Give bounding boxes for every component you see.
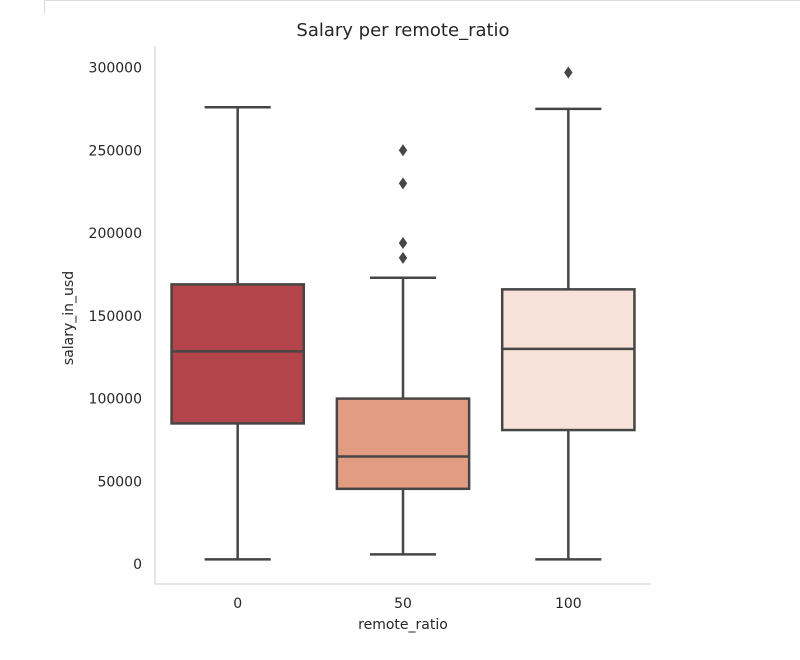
- x-axis-label: remote_ratio: [358, 617, 448, 633]
- y-tick-label: 300000: [89, 61, 142, 77]
- x-tick-label: 50: [394, 596, 412, 612]
- outlier-point: [398, 236, 408, 249]
- outlier-point: [564, 66, 573, 79]
- x-tick-label: 0: [233, 596, 242, 612]
- iqr-box: [500, 288, 636, 432]
- box-0: [170, 105, 306, 561]
- outlier-point: [398, 251, 408, 264]
- iqr-box: [170, 283, 306, 425]
- chart-title: Salary per remote_ratio: [296, 20, 509, 41]
- y-tick-label: 150000: [89, 309, 142, 325]
- outlier-point: [398, 144, 408, 157]
- y-tick-label: 50000: [97, 474, 142, 490]
- y-tick-label: 250000: [89, 143, 142, 159]
- iqr-box: [335, 397, 471, 491]
- y-axis-label: salary_in_usd: [61, 271, 77, 365]
- box-100: [500, 66, 636, 561]
- y-tick-labels: 0 50000 100000 150000 200000 250000 300000: [89, 61, 142, 574]
- outlier-point: [398, 177, 408, 190]
- x-tick-labels: 0 50 100: [233, 596, 581, 612]
- cell-border-left: [44, 0, 45, 14]
- y-tick-label: 200000: [89, 226, 142, 242]
- box-50: [335, 144, 471, 556]
- cell-border-top: [44, 0, 800, 1]
- boxes-group: [170, 66, 636, 561]
- x-tick-label: 100: [555, 596, 582, 612]
- y-tick-label: 0: [133, 557, 142, 573]
- y-tick-label: 100000: [89, 392, 142, 408]
